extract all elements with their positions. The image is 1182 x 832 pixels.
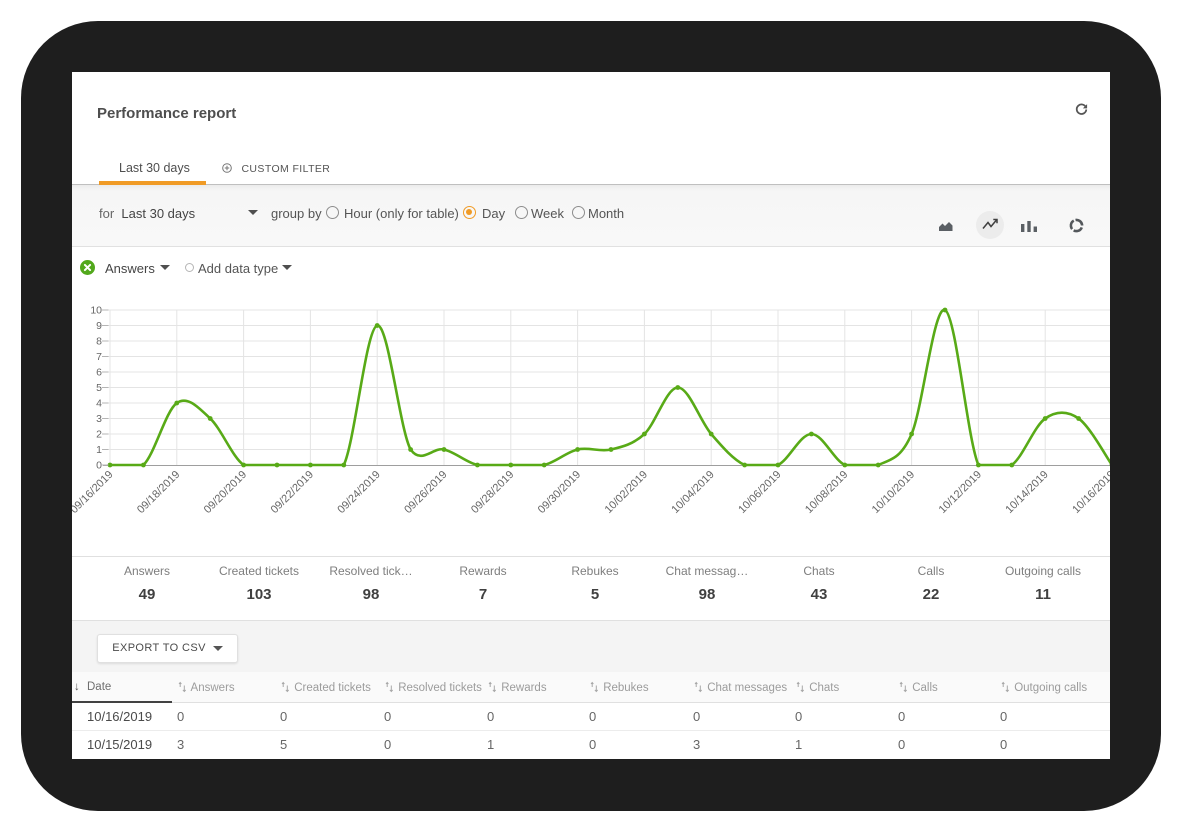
svg-text:6: 6: [96, 367, 102, 379]
svg-text:10/16/2019: 10/16/2019: [1070, 469, 1110, 516]
svg-text:09/20/2019: 09/20/2019: [202, 469, 249, 516]
svg-text:8: 8: [96, 336, 102, 348]
svg-text:10/06/2019: 10/06/2019: [736, 469, 783, 516]
svg-text:5: 5: [96, 382, 102, 394]
svg-text:2: 2: [96, 429, 102, 441]
svg-text:09/18/2019: 09/18/2019: [135, 469, 182, 516]
svg-text:9: 9: [96, 320, 102, 332]
svg-text:10/10/2019: 10/10/2019: [870, 469, 917, 516]
svg-text:10: 10: [90, 305, 102, 317]
svg-text:10/14/2019: 10/14/2019: [1003, 469, 1050, 516]
svg-text:7: 7: [96, 351, 102, 363]
svg-text:3: 3: [96, 413, 102, 425]
svg-text:09/28/2019: 09/28/2019: [469, 469, 516, 516]
svg-text:09/26/2019: 09/26/2019: [402, 469, 449, 516]
svg-text:10/08/2019: 10/08/2019: [803, 469, 850, 516]
svg-text:0: 0: [96, 460, 102, 472]
svg-text:10/12/2019: 10/12/2019: [937, 469, 984, 516]
svg-text:09/22/2019: 09/22/2019: [269, 469, 316, 516]
svg-text:1: 1: [96, 444, 102, 456]
svg-text:10/02/2019: 10/02/2019: [603, 469, 650, 516]
svg-text:09/24/2019: 09/24/2019: [335, 469, 382, 516]
svg-text:4: 4: [96, 398, 102, 410]
svg-text:09/16/2019: 09/16/2019: [72, 469, 116, 516]
svg-text:09/30/2019: 09/30/2019: [536, 469, 583, 516]
svg-text:10/04/2019: 10/04/2019: [669, 469, 716, 516]
